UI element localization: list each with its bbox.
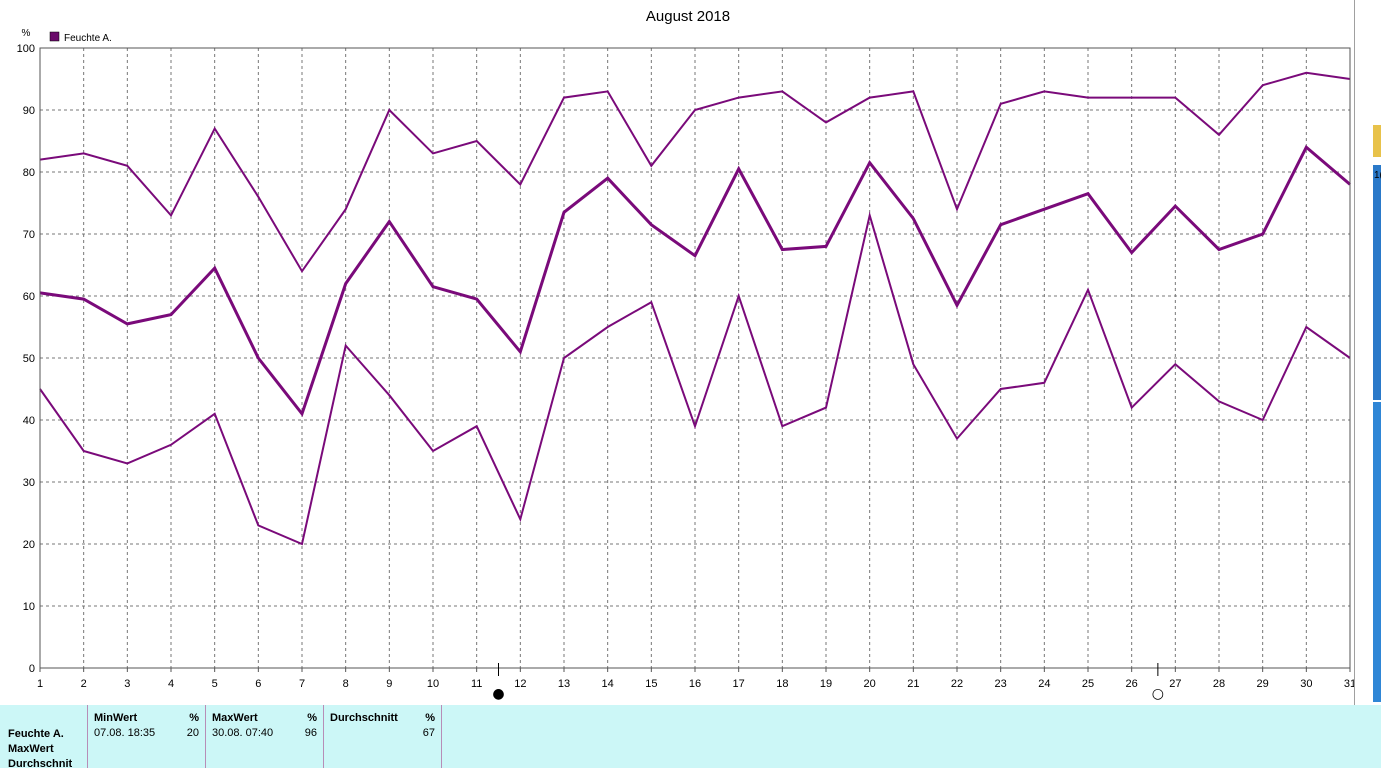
x-tick-label: 11 bbox=[471, 678, 482, 690]
x-tick-label: 5 bbox=[212, 678, 218, 690]
stats-min-date: 07.08. 18:35 bbox=[94, 727, 156, 739]
x-tick-label: 22 bbox=[951, 678, 963, 690]
desktop-background-lower bbox=[1373, 402, 1381, 702]
stats-maxwert-column: MaxWert % 30.08. 07:40 96 bbox=[206, 705, 324, 768]
legend-label: Feuchte A. bbox=[64, 33, 112, 44]
x-tick-label: 15 bbox=[645, 678, 657, 690]
x-tick-label: 31 bbox=[1344, 678, 1354, 690]
grid bbox=[40, 48, 1350, 668]
x-tick-label: 12 bbox=[514, 678, 526, 690]
stats-labels-column: Feuchte A. MaxWert Durchschnit bbox=[0, 705, 88, 770]
y-tick-label: 80 bbox=[23, 167, 35, 179]
moon-phase-icon: ● bbox=[492, 686, 504, 702]
x-tick-label: 10 bbox=[427, 678, 439, 690]
y-tick-label: 10 bbox=[23, 601, 35, 613]
x-tick-label: 16 bbox=[689, 678, 701, 690]
x-tick-label: 13 bbox=[558, 678, 570, 690]
x-tick-label: 14 bbox=[602, 678, 614, 690]
stats-min-value: 20 bbox=[186, 727, 199, 739]
x-tick-label: 17 bbox=[733, 678, 745, 690]
y-tick-label: 20 bbox=[23, 539, 35, 551]
stats-avg-value: 67 bbox=[422, 727, 435, 739]
y-tick-label: 100 bbox=[17, 43, 35, 55]
x-tick-label: 19 bbox=[820, 678, 832, 690]
stats-durchschnitt-column: Durchschnitt % 67 bbox=[324, 705, 442, 768]
x-tick-label: 3 bbox=[124, 678, 130, 690]
stats-row-label: Feuchte A. bbox=[8, 728, 64, 740]
x-tick-label: 24 bbox=[1038, 678, 1050, 690]
stats-column-title: MinWert bbox=[94, 712, 138, 724]
x-tick-label: 6 bbox=[255, 678, 261, 690]
x-tick-label: 1 bbox=[37, 678, 43, 690]
series-line-max bbox=[39, 71, 1351, 274]
plot-frame bbox=[39, 47, 1351, 669]
x-tick-label: 7 bbox=[299, 678, 305, 690]
statistics-panel: Feuchte A. MaxWert Durchschnit MinWert %… bbox=[0, 705, 1381, 770]
y-tick-label: 30 bbox=[23, 477, 35, 489]
series-lines bbox=[39, 71, 1351, 546]
x-tick-label: 27 bbox=[1169, 678, 1181, 690]
chart-title: August 2018 bbox=[646, 8, 730, 25]
y-tick-label: 50 bbox=[23, 353, 35, 365]
y-tick-label: 90 bbox=[23, 105, 35, 117]
stats-column-title: MaxWert bbox=[212, 712, 258, 724]
y-unit-label: % bbox=[22, 28, 31, 39]
folder-icon bbox=[1373, 125, 1381, 157]
moon-phase-icon: ○ bbox=[1152, 686, 1164, 702]
stats-max-date: 30.08. 07:40 bbox=[212, 727, 274, 739]
moon-phase-markers: ● ○ bbox=[492, 663, 1164, 702]
x-tick-label: 20 bbox=[864, 678, 876, 690]
stats-row-label: MaxWert bbox=[8, 743, 54, 755]
stats-column-unit: % bbox=[425, 712, 435, 724]
stats-column-unit: % bbox=[189, 712, 199, 724]
x-tick-label: 4 bbox=[168, 678, 174, 690]
y-tick-label: 60 bbox=[23, 291, 35, 303]
x-tick-label: 30 bbox=[1300, 678, 1312, 690]
x-tick-label: 29 bbox=[1257, 678, 1269, 690]
series-line-avg bbox=[39, 144, 1351, 417]
y-tick-label: 70 bbox=[23, 229, 35, 241]
x-tick-label: 2 bbox=[81, 678, 87, 690]
stats-row-label: Durchschnit bbox=[8, 758, 73, 770]
desktop-background bbox=[1373, 165, 1381, 400]
y-tick-label: 0 bbox=[29, 663, 35, 675]
stats-column-unit: % bbox=[307, 712, 317, 724]
x-tick-label: 9 bbox=[386, 678, 392, 690]
edge-text: 1( bbox=[1374, 170, 1381, 181]
x-tick-label: 23 bbox=[995, 678, 1007, 690]
stats-max-value: 96 bbox=[304, 727, 317, 739]
stats-column-title: Durchschnitt bbox=[330, 712, 398, 724]
x-tick-label: 18 bbox=[776, 678, 788, 690]
x-tick-label: 28 bbox=[1213, 678, 1225, 690]
x-tick-label: 8 bbox=[343, 678, 349, 690]
x-tick-label: 21 bbox=[907, 678, 919, 690]
humidity-chart: August 2018 % Feuchte A. 0 10 20 30 40 50 60 70… bbox=[17, 8, 1354, 702]
x-tick-label: 25 bbox=[1082, 678, 1094, 690]
legend-swatch bbox=[49, 31, 60, 42]
stats-minwert-column: MinWert % 07.08. 18:35 20 bbox=[88, 705, 206, 768]
series-line-min bbox=[39, 211, 1351, 546]
x-tick-label: 26 bbox=[1126, 678, 1138, 690]
y-tick-label: 40 bbox=[23, 415, 35, 427]
